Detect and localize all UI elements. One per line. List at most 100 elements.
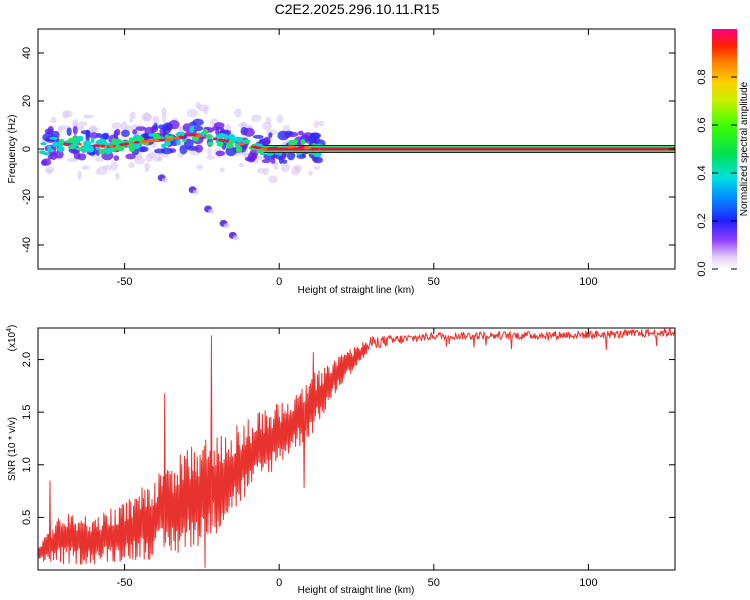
colorbar-tick-label: 0.6 bbox=[696, 117, 708, 132]
spectrogram-core-blob bbox=[116, 138, 123, 143]
spectrogram-peak-blob bbox=[108, 144, 115, 148]
spectrogram-peak-blob bbox=[92, 144, 101, 148]
spectrogram-peak-blob bbox=[134, 140, 140, 144]
spectrogram-peak-blob bbox=[250, 145, 258, 149]
spectrogram-low-blob bbox=[225, 146, 237, 157]
spectrogram-halo-blob bbox=[273, 161, 279, 171]
spectrogram-halo-blob bbox=[161, 107, 167, 116]
spectrogram-peak-blob bbox=[164, 138, 172, 142]
spectrogram-halo-blob bbox=[152, 115, 160, 126]
spectrogram-peak-blob bbox=[237, 142, 244, 146]
spectrogram-peak-blob bbox=[217, 138, 225, 142]
spectrogram-low-blob bbox=[125, 153, 136, 160]
spectrogram-low-blob bbox=[113, 155, 120, 161]
spectrogram-low-blob bbox=[270, 158, 276, 165]
spectrogram-y-tick-label: 0 bbox=[21, 146, 33, 152]
spectrogram-low-blob bbox=[41, 158, 52, 166]
spectrogram-halo-blob bbox=[129, 118, 134, 123]
spectrogram-low-blob bbox=[251, 152, 258, 160]
spectrogram-low-blob bbox=[66, 127, 72, 136]
spectrogram-halo-blob bbox=[318, 120, 325, 127]
spectrogram-low-blob bbox=[96, 132, 102, 138]
spectrogram-peak-blob bbox=[158, 138, 166, 142]
spectrogram-halo-blob bbox=[196, 164, 203, 170]
spectrogram-peak-blob bbox=[100, 144, 105, 148]
spectrogram-peak-blob bbox=[288, 145, 296, 149]
colorbar-label: Normalized spectral amplitude bbox=[739, 81, 750, 216]
spectrogram-tail-halo bbox=[161, 177, 168, 183]
spectrogram-low-blob bbox=[80, 130, 91, 135]
spectrogram-peak-blob bbox=[299, 146, 305, 149]
spectrogram-halo-blob bbox=[129, 111, 136, 120]
spectrogram-halo-blob bbox=[78, 121, 88, 127]
spectrogram-peak-blob bbox=[141, 140, 148, 143]
spectrogram-core-blob bbox=[300, 138, 306, 146]
spectrogram-core-blob bbox=[67, 137, 77, 143]
spectrogram-peak-blob bbox=[172, 136, 180, 140]
spectrogram-halo-blob bbox=[50, 116, 57, 124]
spectrogram-core-blob bbox=[182, 138, 187, 143]
spectrogram-halo-blob bbox=[282, 124, 290, 133]
spectrogram-halo-blob bbox=[186, 108, 199, 118]
colorbar-tick-label: 0.8 bbox=[696, 69, 708, 84]
spectrogram-low-blob bbox=[115, 128, 121, 136]
spectrogram-core-blob bbox=[47, 148, 55, 153]
spectrogram-halo-blob bbox=[78, 125, 85, 132]
snr-y-tick-label: 2.0 bbox=[21, 352, 33, 367]
spectrogram-core-blob bbox=[40, 141, 47, 146]
spectrogram-y-tick-label: 20 bbox=[21, 95, 33, 107]
spectrogram-halo-blob bbox=[128, 162, 135, 169]
spectrogram-low-blob bbox=[140, 133, 151, 139]
spectrogram-low-blob bbox=[278, 155, 284, 164]
spectrogram-panel: -50 0 50 100 -40 -20 0 20 40 Height of straight… bbox=[7, 28, 676, 296]
spectrogram-halo-blob bbox=[152, 157, 163, 162]
spectrogram-halo-blob bbox=[62, 110, 70, 119]
spectrogram-core-blob bbox=[67, 146, 74, 150]
spectrogram-halo-blob bbox=[280, 163, 291, 173]
spectrogram-peak-blob bbox=[224, 139, 230, 143]
spectrogram-low-blob bbox=[243, 127, 255, 137]
spectrogram-tail-halo bbox=[232, 235, 239, 241]
spectrogram-core-blob bbox=[161, 143, 167, 149]
spectrogram-low-blob bbox=[47, 125, 54, 134]
spectrogram-x-tick-label: -50 bbox=[117, 276, 133, 288]
spectrogram-low-blob bbox=[183, 138, 194, 149]
snr-y-multiplier-close: ) bbox=[7, 325, 18, 328]
snr-x-tick-label: 100 bbox=[579, 577, 597, 589]
spectrogram-core-blob bbox=[72, 141, 78, 147]
spectrogram-tail-halo bbox=[192, 189, 199, 195]
spectrogram-core-blob bbox=[176, 139, 181, 146]
spectrogram-peak-blob bbox=[212, 137, 218, 141]
chart-title: C2E2.2025.296.10.11.R15 bbox=[274, 1, 440, 17]
spectrogram-low-blob bbox=[72, 125, 78, 135]
spectrogram-halo-blob bbox=[313, 120, 320, 128]
spectrogram-halo-blob bbox=[72, 119, 79, 127]
spectrogram-low-blob bbox=[121, 129, 130, 137]
spectrogram-tail-halo bbox=[223, 223, 230, 229]
snr-series-line bbox=[38, 328, 675, 568]
spectrogram-core-blob bbox=[148, 133, 156, 137]
snr-x-axis-label: Height of straight line (km) bbox=[298, 585, 415, 596]
spectrogram-low-blob bbox=[211, 126, 221, 131]
spectrogram-low-blob bbox=[268, 132, 273, 139]
spectrogram-core-blob bbox=[49, 136, 58, 140]
spectrogram-low-blob bbox=[95, 148, 101, 156]
spectrogram-halo-blob bbox=[256, 167, 266, 174]
spectrogram-halo-blob bbox=[261, 122, 273, 130]
spectrogram-core-blob bbox=[175, 132, 184, 137]
spectrogram-core-blob bbox=[225, 143, 234, 149]
spectrogram-core-blob bbox=[90, 137, 95, 144]
spectrogram-core-blob bbox=[245, 139, 251, 144]
spectrogram-low-blob bbox=[153, 122, 158, 130]
spectrogram-core-blob bbox=[289, 140, 295, 147]
spectrogram-y-tick-label: -20 bbox=[21, 189, 33, 205]
spectrogram-core-blob bbox=[95, 146, 101, 151]
spectrogram-core-blob bbox=[216, 143, 224, 147]
spectrogram-core-blob bbox=[58, 139, 63, 144]
snr-frame bbox=[37, 327, 676, 571]
colorbar-gradient bbox=[712, 29, 737, 269]
spectrogram-peak-blob bbox=[260, 147, 268, 151]
spectrogram-low-blob bbox=[252, 134, 264, 139]
spectrogram-low-blob bbox=[298, 130, 304, 136]
